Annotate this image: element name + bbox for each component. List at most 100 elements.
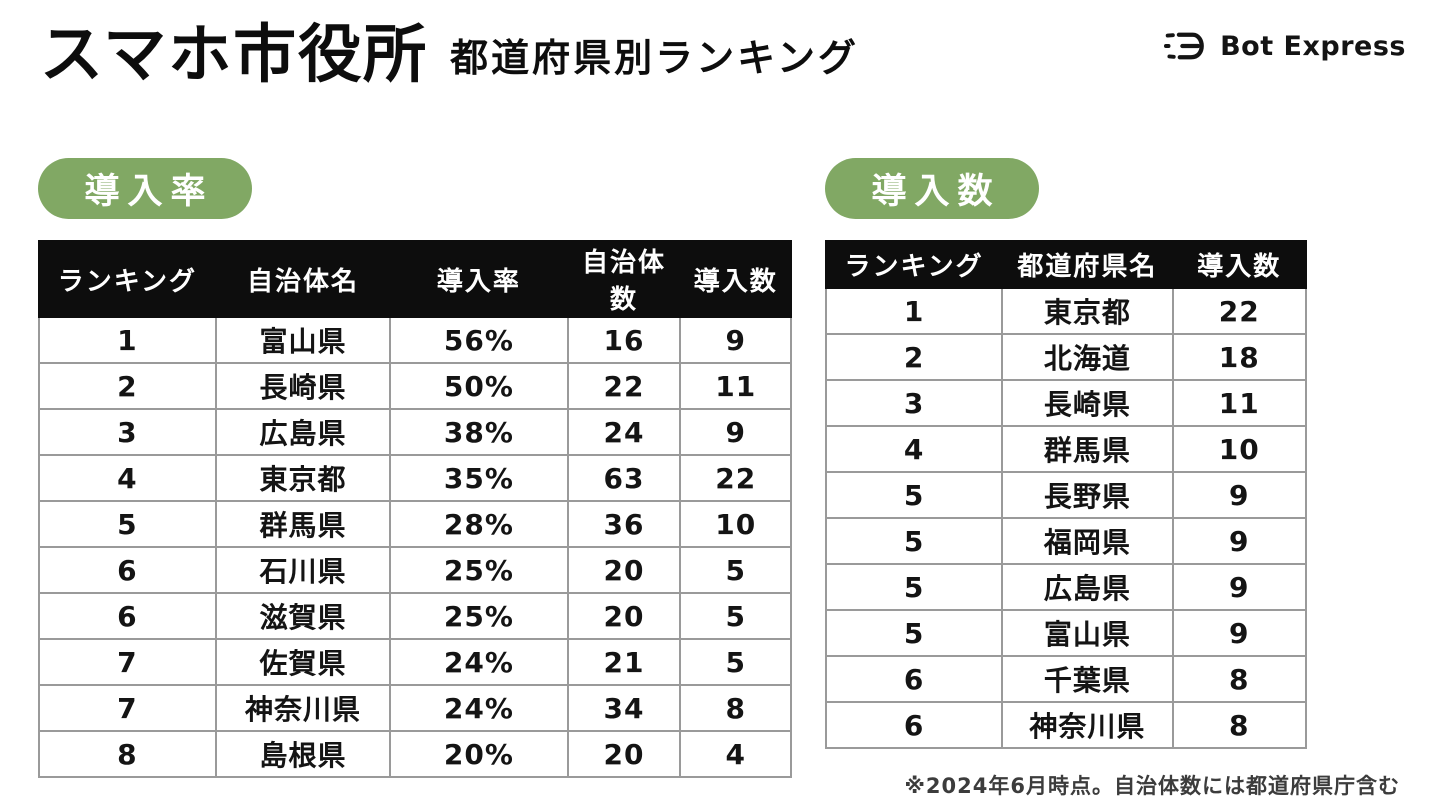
table-cell: 11 xyxy=(1171,379,1308,427)
table-cell: 長崎県 xyxy=(214,362,392,410)
table-cell: 8 xyxy=(1171,701,1308,749)
table-row: 6 神奈川県 8 xyxy=(824,701,1308,749)
column-header: 自治体名 xyxy=(214,240,392,318)
table-cell: 3 xyxy=(824,379,1004,427)
table-cell: 22 xyxy=(1171,287,1308,335)
table-row: 3 長崎県 11 xyxy=(824,379,1308,427)
table-row: 5 長野県 9 xyxy=(824,471,1308,519)
table-cell: 20% xyxy=(389,730,569,778)
table-cell: 56% xyxy=(389,316,569,364)
table-cell: 50% xyxy=(389,362,569,410)
table-cell: 群馬県 xyxy=(214,500,392,548)
header: スマホ市役所 都道府県別ランキング xyxy=(40,14,859,96)
speech-bubble-motion-icon xyxy=(1159,28,1211,64)
table-cell: 東京都 xyxy=(1001,287,1174,335)
column-header: 自治体数 xyxy=(566,240,682,318)
table-cell: 7 xyxy=(38,684,217,732)
column-header: 導入率 xyxy=(389,240,569,318)
table-cell: 5 xyxy=(679,638,792,686)
table-cell: 5 xyxy=(824,609,1004,657)
table-cell: 9 xyxy=(1171,517,1308,565)
table-cell: 富山県 xyxy=(1001,609,1174,657)
table-cell: 20 xyxy=(566,730,682,778)
table-cell: 滋賀県 xyxy=(214,592,392,640)
table-cell: 5 xyxy=(679,546,792,594)
table-cell: 5 xyxy=(679,592,792,640)
column-header: ランキング xyxy=(38,240,217,318)
table-cell: 7 xyxy=(38,638,217,686)
adoption-rate-table-head: ランキング 自治体名 導入率 自治体数 導入数 xyxy=(38,240,792,318)
table-cell: 石川県 xyxy=(214,546,392,594)
table-cell: 20 xyxy=(566,546,682,594)
table-row: 1 富山県 56% 16 9 xyxy=(38,316,792,364)
adoption-rate-badge: 導入率 xyxy=(38,158,252,219)
table-row: 1 東京都 22 xyxy=(824,287,1308,335)
table-cell: 2 xyxy=(824,333,1004,381)
table-cell: 5 xyxy=(38,500,217,548)
table-cell: 千葉県 xyxy=(1001,655,1174,703)
table-cell: 6 xyxy=(38,592,217,640)
column-header: 導入数 xyxy=(679,240,792,318)
table-cell: 3 xyxy=(38,408,217,456)
table-cell: 9 xyxy=(679,316,792,364)
table-cell: 8 xyxy=(38,730,217,778)
table-cell: 4 xyxy=(679,730,792,778)
table-row: 7 佐賀県 24% 21 5 xyxy=(38,638,792,686)
table-cell: 9 xyxy=(1171,471,1308,519)
table-row: 2 長崎県 50% 22 11 xyxy=(38,362,792,410)
footnote: ※2024年6月時点。自治体数には都道府県庁含む xyxy=(904,774,1400,798)
table-cell: 25% xyxy=(389,592,569,640)
table-row: 2 北海道 18 xyxy=(824,333,1308,381)
table-cell: 9 xyxy=(679,408,792,456)
table-cell: 4 xyxy=(38,454,217,502)
bot-express-logo: Bot Express xyxy=(1159,28,1406,64)
table-cell: 8 xyxy=(1171,655,1308,703)
table-cell: 佐賀県 xyxy=(214,638,392,686)
header-row: ランキング 自治体名 導入率 自治体数 導入数 xyxy=(38,240,792,318)
table-cell: 28% xyxy=(389,500,569,548)
table-row: 6 千葉県 8 xyxy=(824,655,1308,703)
table-cell: 1 xyxy=(38,316,217,364)
table-row: 5 富山県 9 xyxy=(824,609,1308,657)
table-cell: 8 xyxy=(679,684,792,732)
table-cell: 18 xyxy=(1171,333,1308,381)
table-cell: 9 xyxy=(1171,609,1308,657)
table-cell: 4 xyxy=(824,425,1004,473)
table-cell: 島根県 xyxy=(214,730,392,778)
table-cell: 16 xyxy=(566,316,682,364)
table-cell: 群馬県 xyxy=(1001,425,1174,473)
table-cell: 広島県 xyxy=(214,408,392,456)
table-cell: 神奈川県 xyxy=(214,684,392,732)
table-cell: 5 xyxy=(824,517,1004,565)
table-cell: 2 xyxy=(38,362,217,410)
table-row: 4 群馬県 10 xyxy=(824,425,1308,473)
table-cell: 22 xyxy=(566,362,682,410)
table-cell: 長崎県 xyxy=(1001,379,1174,427)
table-row: 5 福岡県 9 xyxy=(824,517,1308,565)
column-header: 都道府県名 xyxy=(1001,240,1174,289)
table-cell: 36 xyxy=(566,500,682,548)
table-cell: 22 xyxy=(679,454,792,502)
adoption-rate-panel: 導入率 ランキング 自治体名 導入率 自治体数 導入数 1 富山県 56% 16 9 2 長崎県 50… xyxy=(38,158,792,778)
table-cell: 長野県 xyxy=(1001,471,1174,519)
table-row: 3 広島県 38% 24 9 xyxy=(38,408,792,456)
table-cell: 24 xyxy=(566,408,682,456)
column-header: ランキング xyxy=(824,240,1004,289)
table-cell: 広島県 xyxy=(1001,563,1174,611)
adoption-count-panel: 導入数 ランキング 都道府県名 導入数 1 東京都 22 2 北海道 18 3 長崎県 11 4 群馬県… xyxy=(824,158,1308,749)
table-row: 7 神奈川県 24% 34 8 xyxy=(38,684,792,732)
table-cell: 25% xyxy=(389,546,569,594)
table-cell: 10 xyxy=(679,500,792,548)
adoption-count-table-head: ランキング 都道府県名 導入数 xyxy=(824,240,1308,289)
table-row: 8 島根県 20% 20 4 xyxy=(38,730,792,778)
adoption-rate-table: ランキング 自治体名 導入率 自治体数 導入数 1 富山県 56% 16 9 2 長崎県 50% 22 1… xyxy=(38,240,792,778)
logo-wordmark: Bot Express xyxy=(1220,30,1406,62)
table-row: 5 群馬県 28% 36 10 xyxy=(38,500,792,548)
column-header: 導入数 xyxy=(1171,240,1308,289)
page-title: 都道府県別ランキング xyxy=(450,35,859,80)
table-cell: 6 xyxy=(38,546,217,594)
table-row: 6 滋賀県 25% 20 5 xyxy=(38,592,792,640)
header-row: ランキング 都道府県名 導入数 xyxy=(824,240,1308,289)
brand-title: スマホ市役所 xyxy=(40,18,429,91)
adoption-count-table: ランキング 都道府県名 導入数 1 東京都 22 2 北海道 18 3 長崎県 11 4 群馬県 10 5 長… xyxy=(824,240,1308,749)
